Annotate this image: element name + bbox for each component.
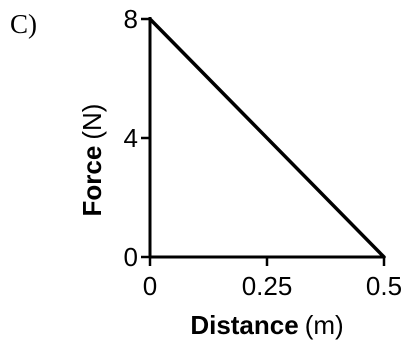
panel-label: C) (10, 9, 37, 39)
x-tick-label: 0.5 (366, 271, 402, 301)
y-tick-labels: 0 4 8 (124, 4, 138, 272)
y-tick-label: 4 (124, 123, 138, 153)
x-axis-label: Distance (m) (190, 310, 343, 340)
y-axis-label-unit: (N) (77, 104, 107, 140)
x-tick-label: 0 (143, 271, 157, 301)
x-axis-label-bold: Distance (190, 310, 298, 340)
x-tick-labels: 0 0.25 0.5 (143, 271, 402, 301)
y-axis-label-bold: Force (77, 146, 107, 217)
y-axis-label: Force (N) (77, 104, 107, 217)
y-tick-label: 0 (124, 242, 138, 272)
x-tick-label: 0.25 (242, 271, 293, 301)
y-tick-label: 8 (124, 4, 138, 34)
x-axis-label-unit: (m) (305, 310, 344, 340)
plot-area (141, 17, 386, 266)
force-series-line (148, 17, 386, 259)
